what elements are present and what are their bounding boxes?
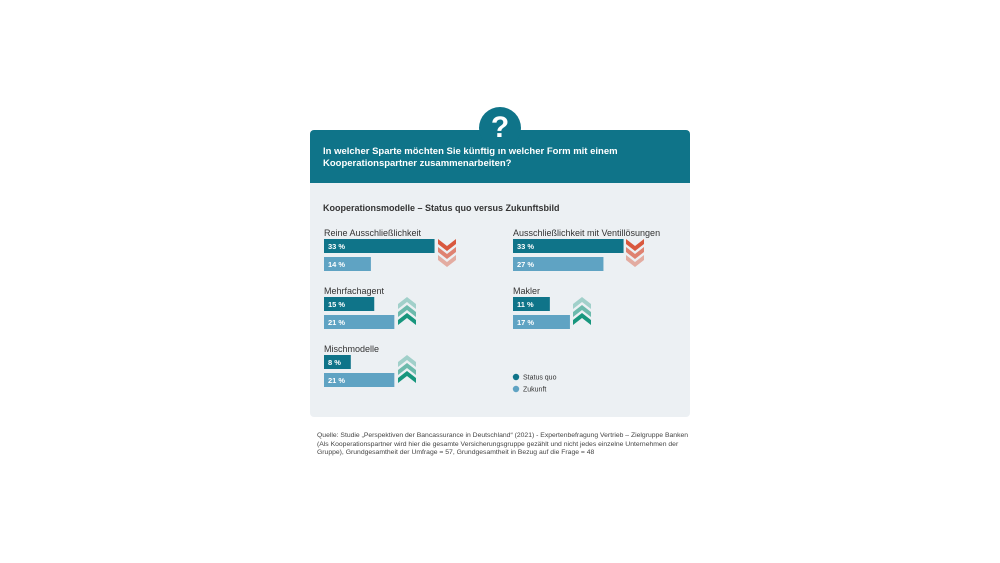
trend-up-icon [573, 297, 591, 325]
legend-swatch [512, 373, 520, 381]
bar-zukunft [324, 315, 395, 329]
bar-status-quo [324, 297, 375, 311]
chevron-up-icon [398, 371, 416, 383]
bar-zukunft [513, 315, 570, 329]
bar-value-label: 33 % [328, 242, 345, 251]
bar-status-quo [324, 355, 351, 369]
legend-label: Status quo [523, 375, 557, 382]
bar-value-label: 8 % [328, 358, 341, 367]
trend-up-icon [398, 355, 416, 383]
bar-value-label: 27 % [517, 260, 534, 269]
bar-status-quo [324, 239, 435, 253]
category-label: Reine Ausschließlichkeit [324, 228, 422, 238]
chevron-up-icon [398, 297, 416, 309]
trend-down-icon [626, 239, 644, 267]
bar-value-label: 17 % [517, 318, 534, 327]
chevron-down-icon [626, 247, 644, 259]
trend-up-icon [398, 297, 416, 325]
question-text: In welcher Sparte möchten Sie künftig in… [323, 146, 618, 169]
legend-swatch [512, 385, 520, 393]
chevron-down-icon [438, 255, 456, 267]
chevron-up-icon [573, 313, 591, 325]
bar-value-label: 33 % [517, 242, 534, 251]
chart-panel: Kooperationsmodelle – Status quo versus … [310, 183, 690, 417]
bar-value-label: 15 % [328, 300, 345, 309]
chevron-down-icon [626, 255, 644, 267]
chart-title: Kooperationsmodelle – Status quo versus … [323, 203, 560, 213]
bar-value-label: 21 % [328, 376, 345, 385]
category-label: Mischmodelle [324, 344, 379, 354]
bar-zukunft [324, 373, 395, 387]
chevron-up-icon [573, 297, 591, 309]
chevron-down-icon [626, 239, 644, 251]
legend-label: Zukunft [523, 387, 546, 394]
bar-value-label: 21 % [328, 318, 345, 327]
chevron-up-icon [573, 305, 591, 317]
category-label: Ausschließlichkeit mit Ventillösungen [513, 228, 660, 238]
bar-status-quo [513, 297, 550, 311]
trend-down-icon [438, 239, 456, 267]
bar-chart: Reine Ausschließlichkeit 33 % 14 % Ausschli… [324, 228, 660, 394]
chevron-up-icon [398, 305, 416, 317]
chevron-down-icon [438, 247, 456, 259]
bar-zukunft [324, 257, 371, 271]
bar-value-label: 11 % [517, 300, 534, 309]
category-label: Makler [513, 286, 540, 296]
category-label: Mehrfachagent [324, 286, 385, 296]
chevron-up-icon [398, 355, 416, 367]
chevron-up-icon [398, 313, 416, 325]
bar-zukunft [513, 257, 604, 271]
bar-value-label: 14 % [328, 260, 345, 269]
question-mark-icon: ? [479, 107, 521, 149]
chevron-up-icon [398, 363, 416, 375]
bar-status-quo [513, 239, 624, 253]
chevron-down-icon [438, 239, 456, 251]
source-note: Quelle: Studie „Perspektiven der Bancass… [317, 432, 689, 457]
